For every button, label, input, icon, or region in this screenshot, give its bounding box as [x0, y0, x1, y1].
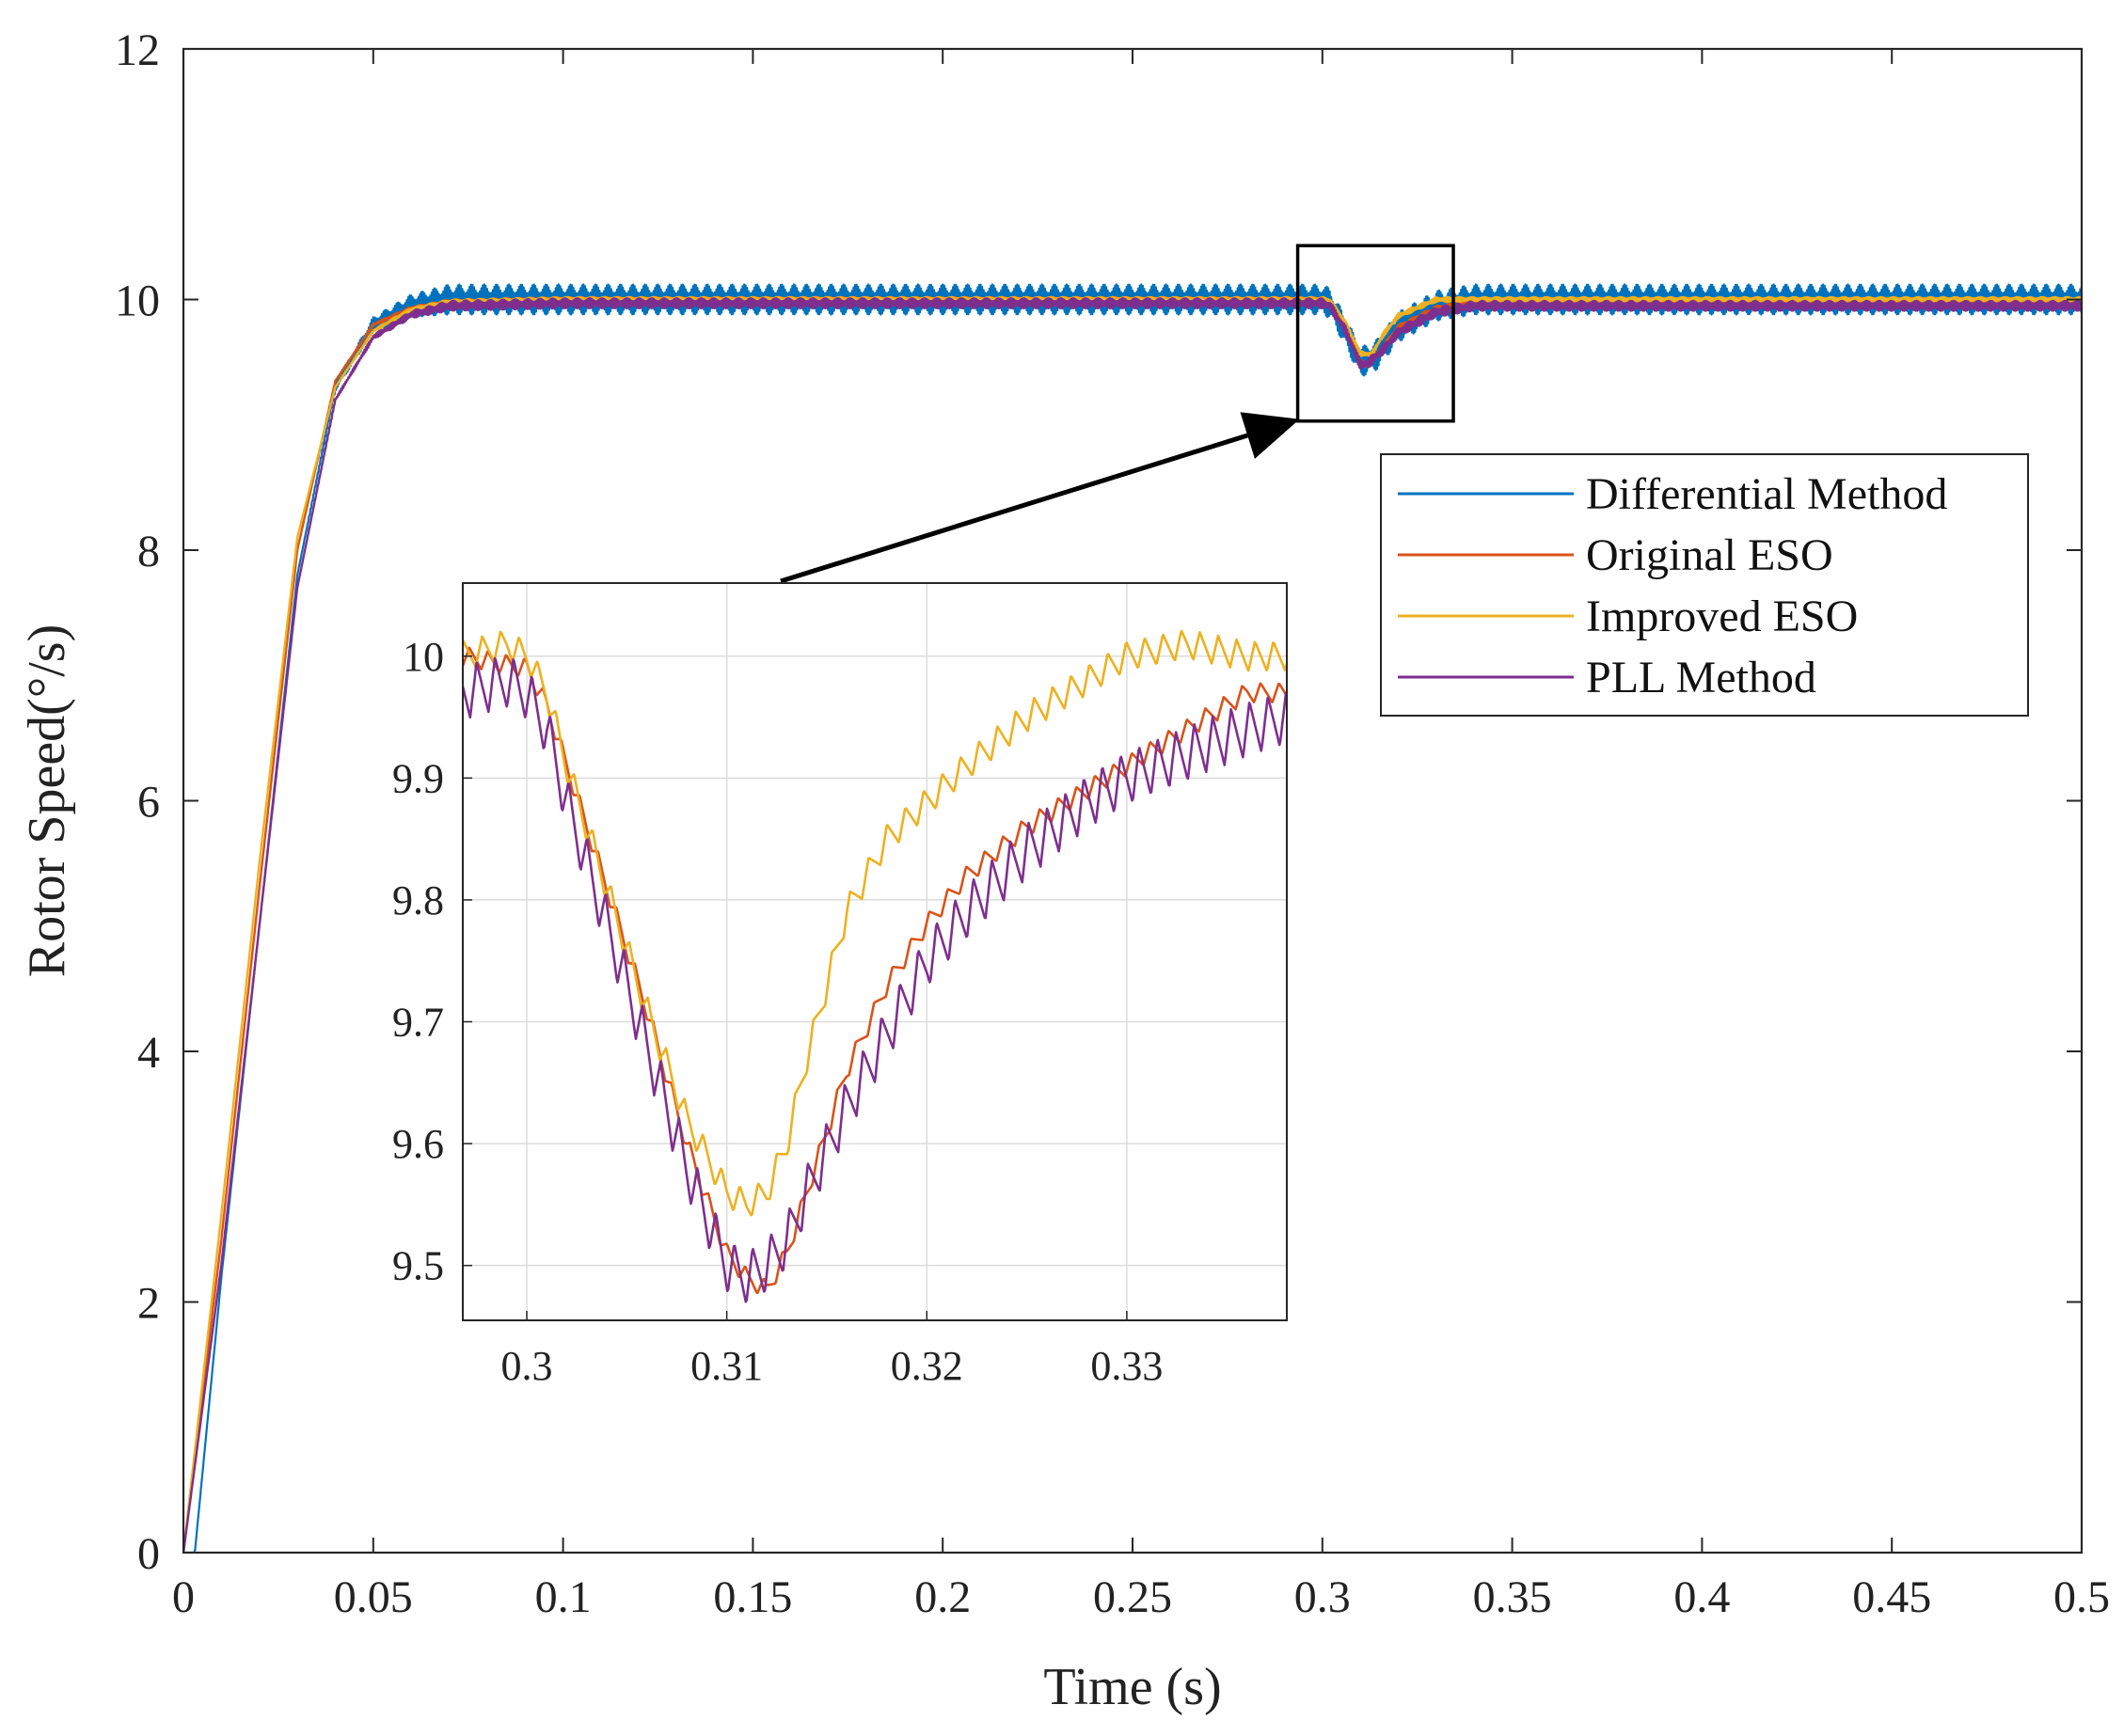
legend-box: [1380, 453, 2029, 717]
x-tick-label: 0.25: [1093, 1572, 1172, 1622]
x-tick-label: 0.4: [1673, 1572, 1730, 1622]
y-tick-label: 2: [137, 1279, 160, 1329]
main-series-group: [183, 283, 2082, 1553]
inset-y-tick-label: 9.7: [392, 1000, 444, 1046]
legend-entry: PLL Method: [1586, 653, 1816, 702]
inset-y-tick-label: 9.6: [392, 1121, 444, 1167]
x-tick-label: 0.5: [2053, 1572, 2110, 1622]
x-tick-label: 0.45: [1852, 1572, 1931, 1622]
x-tick-label: 0: [172, 1572, 195, 1622]
y-axis-label: Rotor Speed(°/s): [18, 624, 76, 977]
inset-x-tick-label: 0.3: [501, 1343, 553, 1389]
x-tick-label: 0.05: [334, 1572, 413, 1622]
y-tick-label: 4: [137, 1028, 160, 1078]
inset-y-tick-label: 9.9: [392, 755, 444, 801]
inset-axes-box: [462, 582, 1288, 1321]
inset-y-tick-label: 9.8: [392, 877, 444, 923]
inset-y-tick-label: 10: [403, 634, 444, 680]
main-series-line-pll-method: [183, 297, 2082, 1553]
y-tick-label: 8: [137, 527, 160, 576]
x-axis-label: Time (s): [1043, 1658, 1221, 1716]
inset-y-tick-label: 9.5: [392, 1243, 444, 1289]
x-tick-label: 0.3: [1294, 1572, 1351, 1622]
legend-entry: Original ESO: [1586, 530, 1833, 580]
x-tick-label: 0.1: [535, 1572, 592, 1622]
y-tick-label: 0: [137, 1529, 160, 1579]
y-tick-label: 10: [115, 276, 160, 326]
inset-series-line-improved-eso: [463, 629, 1287, 1217]
zoom-arrow-head: [1240, 412, 1300, 459]
zoom-arrow: [780, 412, 1300, 584]
inset-series-line-original-eso: [463, 646, 1287, 1294]
inset-plot: 0.3 0.31 0.32 0.33 9.5 9.6 9.7 9.8 9.9 10: [392, 582, 1288, 1389]
inset-plot-area: [463, 583, 1287, 1320]
x-tick-label: 0.2: [914, 1572, 971, 1622]
y-tick-label: 12: [115, 25, 160, 75]
legend-entry: Improved ESO: [1586, 592, 1858, 641]
inset-x-tick-label: 0.33: [1090, 1343, 1163, 1389]
y-tick-label: 6: [137, 778, 160, 828]
inset-x-tick-label: 0.32: [891, 1343, 963, 1389]
x-tick-label: 0.15: [713, 1572, 792, 1622]
inset-x-tick-label: 0.31: [690, 1343, 763, 1389]
legend-entry: Differential Method: [1586, 469, 1947, 519]
x-tick-label: 0.35: [1473, 1572, 1552, 1622]
zoom-arrow-shaft: [780, 433, 1248, 584]
inset-series-line-pll-method: [463, 656, 1287, 1303]
inset-series-group: [463, 629, 1287, 1303]
zoom-region-box: [1295, 244, 1455, 423]
legend: Differential Method Original ESO Improved …: [1380, 453, 2029, 717]
